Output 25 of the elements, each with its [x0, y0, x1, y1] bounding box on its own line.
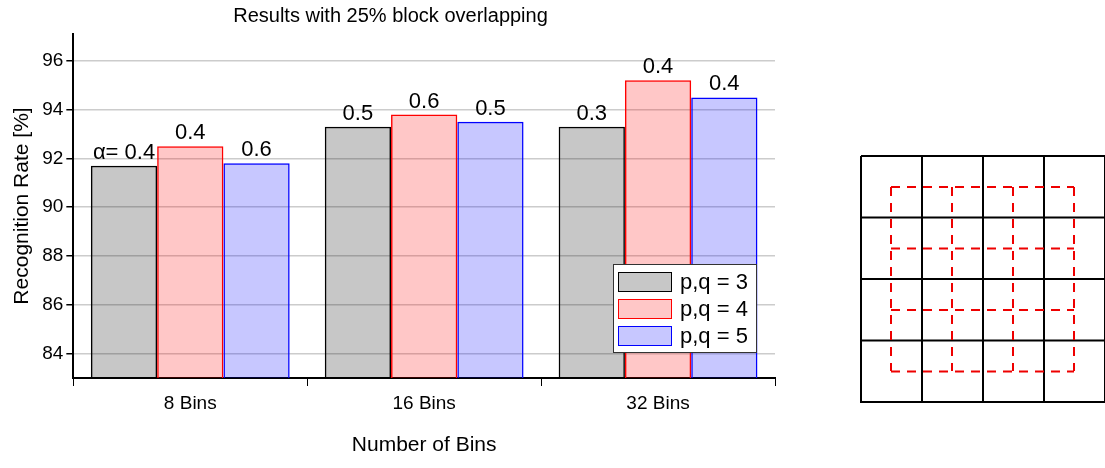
legend-label: p,q = 3 [680, 268, 748, 295]
x-tick-label: 32 Bins [626, 391, 690, 413]
x-tick-label: 16 Bins [392, 391, 456, 413]
y-tick-label: 94 [42, 97, 64, 119]
y-tick-label: 84 [42, 341, 64, 363]
y-tick-label: 96 [42, 49, 64, 71]
annotation: 0.4 [174, 119, 206, 145]
chart-title: Results with 25% block overlapping [233, 3, 548, 26]
y-tick-label: 86 [42, 293, 64, 315]
annotation: 0.5 [475, 94, 506, 120]
y-tick-label: 90 [42, 195, 64, 217]
annotation: 0.5 [342, 99, 374, 125]
legend-label: p,q = 5 [680, 322, 748, 349]
x-axis-title: Number of Bins [351, 432, 497, 456]
y-tick-label: 88 [42, 244, 64, 266]
annotation: 0.6 [241, 136, 272, 162]
annotation: 0.3 [576, 99, 608, 125]
x-tick-label: 8 Bins [163, 391, 217, 413]
y-tick-label: 92 [42, 146, 64, 168]
annotation: 0.6 [408, 87, 440, 113]
annotation: α= 0.4 [92, 138, 156, 164]
y-axis-title: Recognition Rate [%] [9, 107, 33, 305]
legend-label: p,q = 4 [680, 295, 748, 322]
annotation: 0.4 [709, 70, 740, 96]
annotation: 0.4 [642, 53, 674, 79]
